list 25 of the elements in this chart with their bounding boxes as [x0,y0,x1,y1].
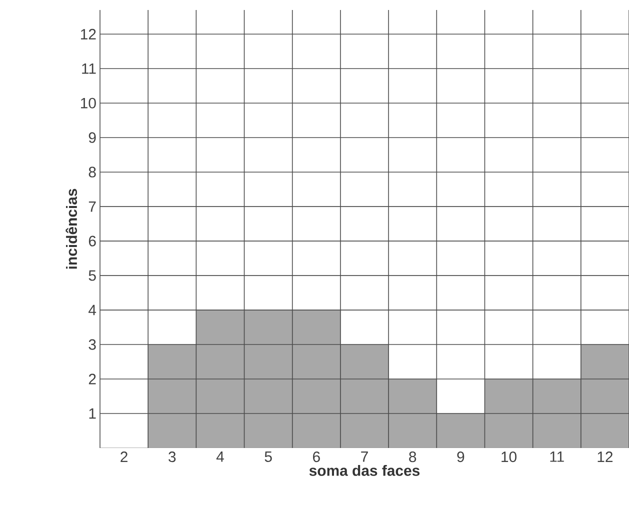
x-tick-label: 4 [216,452,224,462]
x-tick-label: 8 [409,452,416,462]
x-tick-label: 2 [120,452,128,462]
y-tick-label: 2 [88,374,96,384]
y-tick-label: 5 [88,270,96,281]
x-tick-label: 11 [550,452,564,462]
y-tick-label: 8 [88,166,96,178]
x-axis-title: soma das faces [309,464,420,476]
y-tick-label: 3 [88,339,96,350]
x-tick-label: 9 [457,452,464,462]
y-tick-label: 11 [82,63,96,74]
x-tick-label: 5 [264,452,272,462]
x-tick-label: 3 [168,452,176,462]
y-tick-label: 10 [81,98,96,108]
x-tick-label: 6 [313,452,320,462]
y-tick-label: 7 [88,201,96,212]
y-axis-title: incidências [66,188,78,269]
y-tick-label: 9 [88,132,96,143]
x-tick-label: 12 [598,452,613,462]
y-tick-label: 12 [81,28,96,40]
x-tick-label: 10 [502,452,516,462]
y-tick-label: 6 [88,236,96,246]
x-tick-label: 7 [361,452,368,462]
y-tick-label: 1 [89,408,96,419]
y-tick-label: 4 [88,304,96,316]
